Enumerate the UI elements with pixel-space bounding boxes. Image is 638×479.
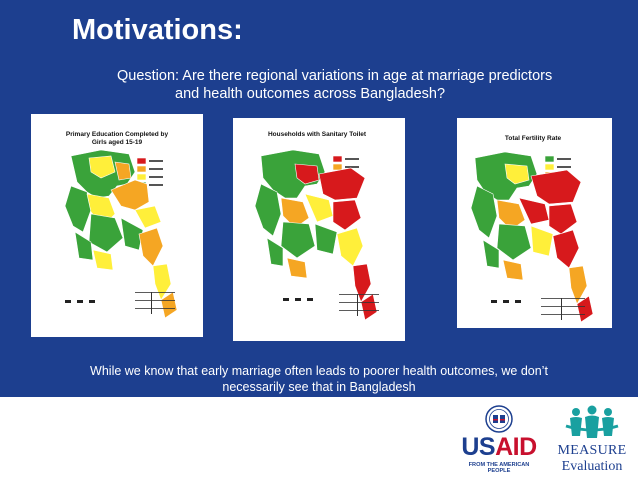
map-total-fertility-rate: Total Fertility Rate: [457, 118, 612, 328]
map-primary-education: Primary Education Completed by Girls age…: [31, 114, 203, 337]
footer: [0, 397, 638, 479]
bangladesh-map-shape: [470, 151, 594, 323]
map-footer-table: [339, 294, 379, 316]
map-footer-table: [135, 292, 175, 314]
question-line-2: and health outcomes across Bangladesh?: [175, 86, 446, 102]
caption-line-1: While we know that early marriage often …: [90, 364, 548, 378]
question-line-1: Question: Are there regional variations …: [117, 68, 553, 84]
bangladesh-map-shape: [64, 149, 178, 319]
scale-bar: [491, 300, 521, 303]
map-title-line-2: Girls aged 15-19: [92, 139, 143, 146]
usaid-seal-icon: [485, 405, 513, 433]
slide-title: Motivations:: [72, 14, 243, 46]
usaid-us: US: [461, 433, 496, 461]
question-text: Question: Are there regional variations …: [117, 67, 637, 103]
scale-bar: [65, 300, 95, 303]
usaid-tagline: FROM THE AMERICAN PEOPLE: [468, 462, 530, 474]
usaid-wordmark: USAID: [458, 433, 540, 462]
bangladesh-map-shape: [254, 149, 378, 321]
usaid-logo: USAID FROM THE AMERICAN PEOPLE: [458, 404, 540, 474]
map-title-line-1: Total Fertility Rate: [505, 135, 562, 142]
usaid-aid: AID: [495, 433, 537, 461]
people-group-icon: [565, 405, 619, 438]
map-footer-table: [541, 298, 585, 320]
map-sanitary-toilet: Households with Sanitary Toilet: [233, 118, 405, 341]
measure-evaluation-logo: MEASURE Evaluation: [552, 404, 632, 476]
map-title-line-1: Primary Education Completed by: [66, 131, 169, 138]
evaluation-wordmark: Evaluation: [561, 459, 623, 474]
caption-line-2: necessarily see that in Bangladesh: [222, 380, 416, 394]
map-title-line-1: Households with Sanitary Toilet: [268, 131, 367, 138]
scale-bar: [283, 298, 313, 301]
measure-wordmark: MEASURE: [557, 443, 627, 458]
caption-text: While we know that early marriage often …: [30, 363, 608, 395]
